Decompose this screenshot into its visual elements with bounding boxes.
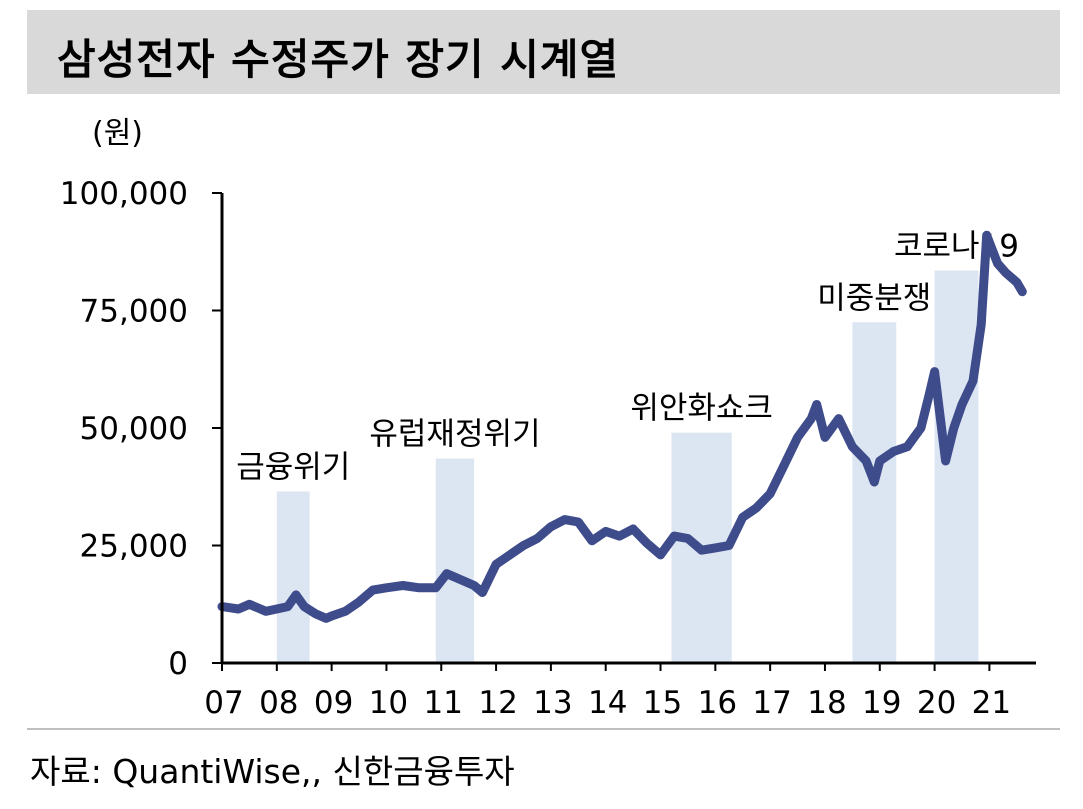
event-band [934,270,979,663]
chart-title: 삼성전자 수정주가 장기 시계열 [57,35,620,84]
y-axis-ticks: 100,000 75,000 50,000 25,000 0 [60,176,222,682]
x-tick-label: 20 [917,685,956,721]
source-note: 자료: QuantiWise,, 신한금융투자 [30,752,515,791]
price-line [217,230,1027,623]
event-band [276,491,310,663]
event-band [852,322,897,663]
x-tick-label: 15 [643,685,682,721]
x-tick-label: 14 [588,685,627,721]
y-tick-label: 50,000 [80,411,188,447]
y-tick-label: 100,000 [60,176,188,212]
x-tick-label: 13 [533,685,572,721]
x-tick-label: 10 [369,685,408,721]
x-tick-label: 07 [204,685,243,721]
x-tick-label: 11 [424,685,463,721]
x-tick-label: 21 [972,685,1011,721]
event-band [435,458,475,663]
x-tick-label: 12 [478,685,517,721]
event-label: 위안화쇼크 [630,391,773,427]
x-tick-label: 09 [314,685,353,721]
x-tick-label: 18 [807,685,846,721]
y-tick-label: 0 [168,646,188,682]
event-label: 금융위기 [236,449,350,485]
x-tick-label: 17 [752,685,791,721]
y-tick-label: 75,000 [80,294,188,330]
x-axis-ticks: 07 08 09 10 11 12 13 14 15 16 17 18 19 20 21 [204,663,1011,721]
event-label: 미중분쟁 [817,280,931,316]
x-tick-label: 08 [259,685,298,721]
x-tick-label: 16 [698,685,737,721]
y-tick-label: 25,000 [80,529,188,565]
y-axis-unit-label: (원) [92,116,143,151]
title-bar: 삼성전자 수정주가 장기 시계열 [27,10,1060,94]
x-tick-label: 19 [862,685,901,721]
event-label: 유럽재정위기 [369,417,540,453]
source-divider [27,728,1060,730]
